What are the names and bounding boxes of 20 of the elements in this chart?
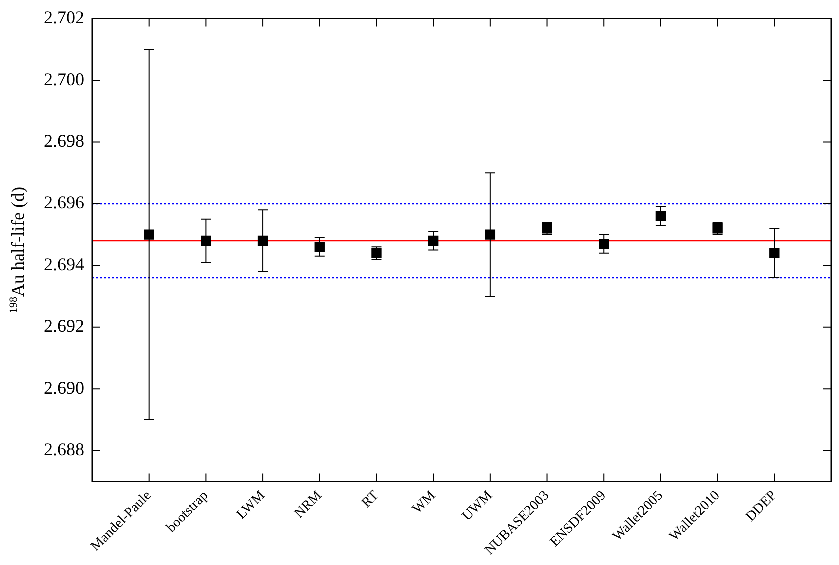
y-axis-title: 198Au half-life (d): [8, 187, 28, 314]
point: [258, 236, 268, 246]
point: [201, 236, 212, 246]
y-tick-label: 2.696: [44, 192, 84, 213]
y-tick-label: 2.702: [44, 8, 84, 28]
y-tick-label: 2.700: [44, 69, 84, 90]
y-tick-label: 2.694: [44, 254, 84, 274]
y-tick-label: 2.690: [44, 378, 84, 398]
point: [485, 230, 496, 240]
point: [770, 248, 780, 258]
y-tick-label: 2.698: [44, 130, 84, 151]
point: [428, 236, 439, 246]
y-tick-label: 2.692: [44, 316, 84, 336]
point: [144, 230, 154, 240]
point: [656, 211, 666, 222]
x-tick-label: WM: [410, 488, 440, 518]
y-tick-label: 2.688: [44, 440, 84, 460]
point: [599, 238, 610, 250]
x-tick-label: RT: [359, 488, 382, 512]
point: [314, 242, 325, 252]
